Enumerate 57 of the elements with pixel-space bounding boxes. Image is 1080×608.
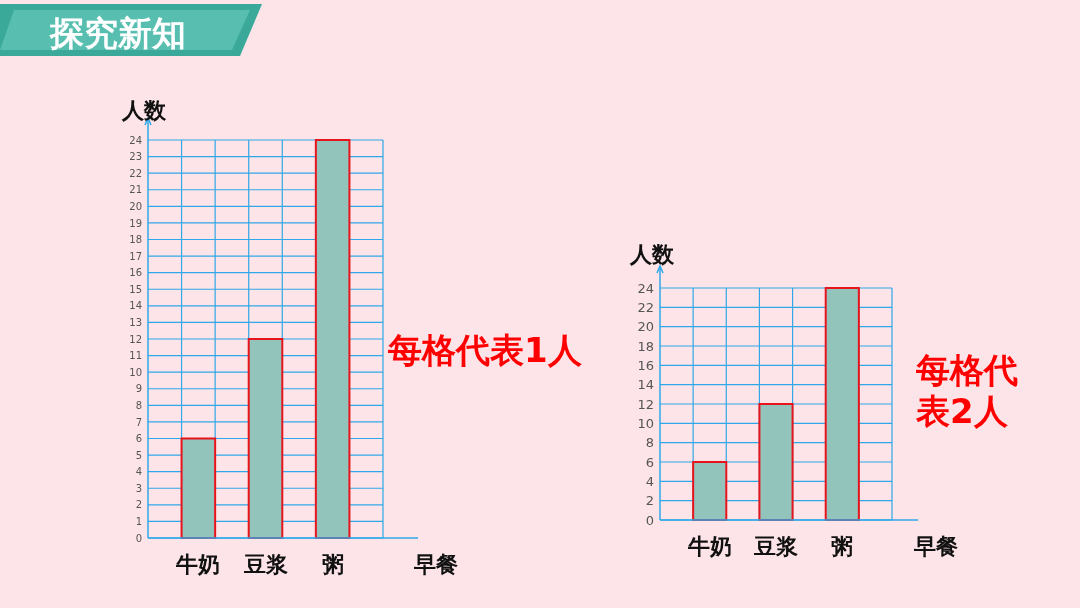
y-tick-label: 6 (135, 433, 142, 445)
bar (824, 287, 860, 521)
y-tick-label: 4 (135, 466, 142, 478)
x-tick-label: 豆浆 (753, 534, 798, 559)
y-tick-label: 12 (637, 396, 654, 412)
x-tick-label: 牛奶 (175, 552, 221, 577)
y-axis-title: 人数 (629, 242, 675, 267)
y-tick-label: 10 (129, 366, 142, 378)
y-tick-label: 12 (129, 333, 142, 345)
y-tick-label: 6 (645, 454, 654, 470)
y-tick-label: 8 (645, 435, 654, 451)
y-tick-label: 18 (129, 234, 142, 246)
y-tick-label: 18 (637, 338, 654, 354)
y-tick-label: 16 (129, 267, 142, 279)
y-tick-label: 21 (129, 184, 142, 196)
y-tick-label: 3 (135, 482, 142, 494)
bar (692, 461, 728, 521)
x-axis-title: 早餐 (413, 552, 458, 577)
x-tick-label: 豆浆 (242, 552, 288, 577)
y-tick-label: 9 (135, 383, 142, 395)
bar (314, 139, 351, 539)
chart-title: 探究新知 (49, 13, 186, 53)
y-tick-label: 14 (637, 377, 654, 393)
y-tick-label: 24 (637, 280, 654, 296)
y-tick-label: 5 (135, 449, 142, 461)
text: 每格代表2人 (915, 350, 1018, 431)
text: 每格代表1人 (387, 330, 583, 370)
y-tick-label: 23 (129, 151, 142, 163)
y-tick-label: 19 (129, 217, 142, 229)
x-tick-label: 粥 (831, 534, 854, 559)
x-tick-label: 粥 (321, 552, 344, 577)
y-tick-label: 0 (135, 532, 142, 544)
bar (247, 338, 284, 539)
y-tick-label: 0 (645, 512, 654, 528)
y-axis-title: 人数 (121, 98, 167, 123)
y-tick-label: 17 (129, 250, 142, 262)
y-tick-label: 14 (129, 300, 142, 312)
y-tick-label: 16 (637, 358, 654, 374)
y-tick-label: 13 (129, 317, 142, 329)
bar (180, 437, 217, 539)
y-tick-label: 7 (135, 416, 142, 428)
y-tick-label: 8 (135, 399, 142, 411)
y-tick-label: 20 (129, 200, 142, 212)
y-tick-label: 4 (645, 474, 654, 490)
y-tick-label: 2 (135, 499, 142, 511)
y-tick-label: 15 (129, 283, 142, 295)
y-tick-label: 24 (129, 134, 142, 146)
y-tick-label: 1 (135, 516, 142, 528)
y-tick-label: 20 (637, 319, 654, 335)
y-tick-label: 22 (637, 300, 654, 316)
x-axis-title: 早餐 (913, 534, 958, 559)
y-tick-label: 2 (645, 493, 654, 509)
bar (758, 403, 794, 521)
y-tick-label: 10 (637, 416, 654, 432)
y-tick-label: 11 (129, 350, 142, 362)
x-tick-label: 牛奶 (686, 534, 732, 559)
y-tick-label: 22 (129, 167, 142, 179)
